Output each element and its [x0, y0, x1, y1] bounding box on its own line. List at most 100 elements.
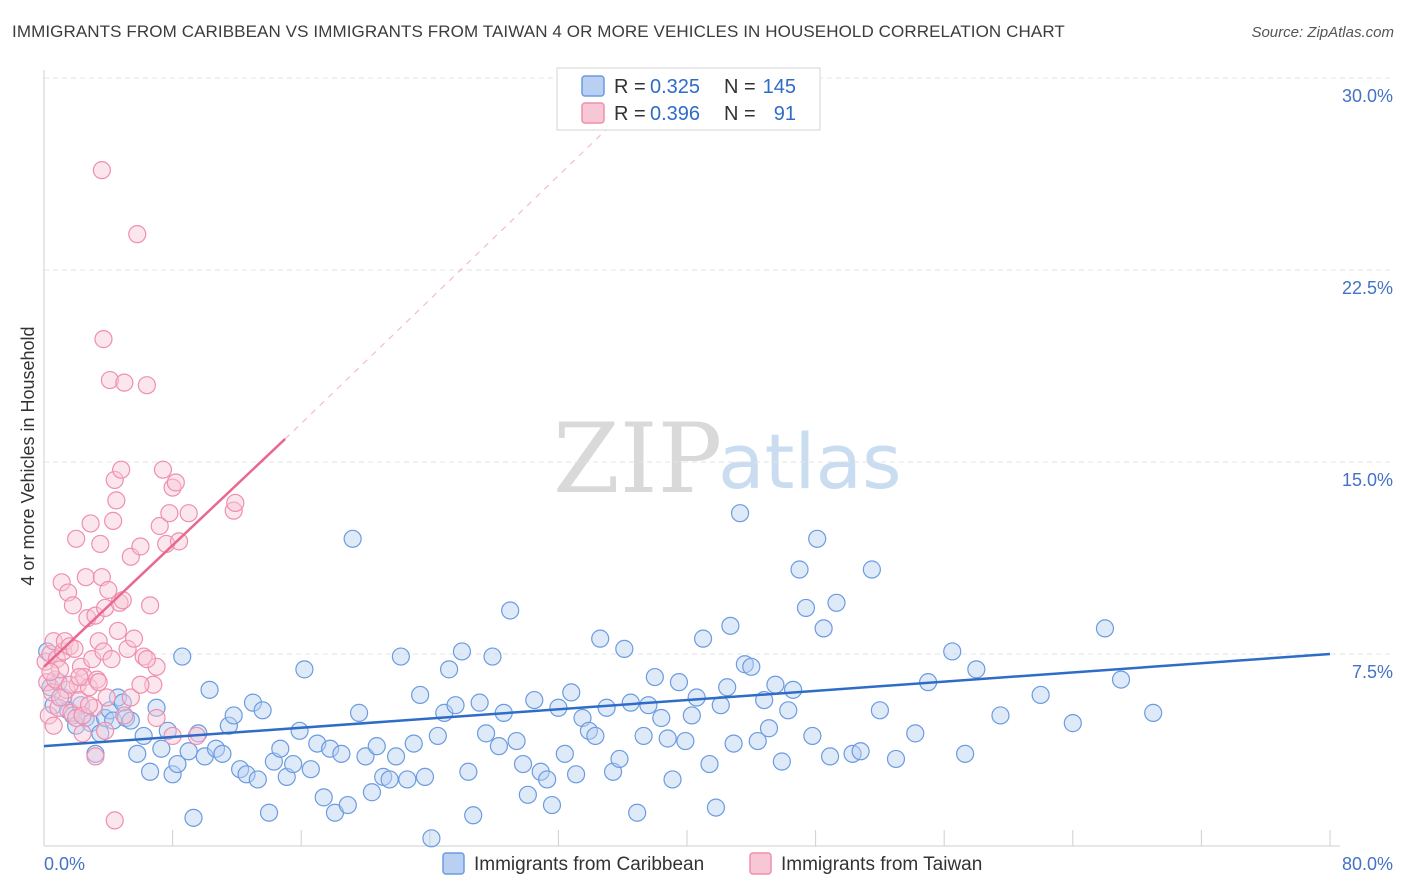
- caribbean-point-57: [343, 529, 362, 548]
- y-tick-labels: 7.5% 15.0% 22.5% 30.0%: [1342, 86, 1393, 682]
- taiwan-point-81: [95, 721, 115, 740]
- caribbean-point-134: [808, 529, 827, 548]
- caribbean-point-49: [295, 660, 314, 679]
- caribbean-point-104: [628, 803, 647, 822]
- caribbean-point-101: [610, 749, 629, 769]
- caribbean-point-139: [862, 560, 881, 579]
- caribbean-point-94: [566, 765, 586, 784]
- caribbean-point-48: [290, 721, 309, 740]
- caribbean-point-40: [243, 693, 263, 712]
- caribbean-point-58: [349, 703, 369, 722]
- caribbean-point-151: [906, 724, 925, 743]
- taiwan-point-23: [73, 724, 92, 743]
- caribbean-point-121: [730, 504, 750, 523]
- caribbean-point-148: [721, 616, 740, 635]
- caribbean-point-81: [489, 737, 509, 756]
- taiwan-point-52: [124, 629, 144, 648]
- caribbean-point-28: [173, 647, 192, 666]
- caribbean-point-131: [790, 560, 809, 579]
- y-tick-label-0: 7.5%: [1352, 662, 1393, 682]
- caribbean-point-24: [152, 739, 171, 758]
- caribbean-point-135: [814, 619, 833, 638]
- taiwan-point-90: [70, 667, 89, 687]
- source-credit: Source: ZipAtlas.com: [1251, 24, 1394, 41]
- caribbean-point-20: [128, 744, 147, 763]
- caribbean-point-56: [338, 795, 357, 815]
- taiwan-point-73: [44, 716, 63, 735]
- caribbean-point-25: [158, 721, 177, 740]
- taiwan-point-57: [140, 596, 160, 615]
- taiwan-point-55: [134, 647, 153, 666]
- caribbean-point-114: [687, 688, 706, 707]
- legend-swatch-taiwan: [581, 102, 605, 124]
- caribbean-point-137: [827, 593, 846, 612]
- taiwan-point-84: [121, 688, 140, 707]
- legend-n-label-taiwan: N =: [724, 103, 756, 125]
- taiwan-point-12: [55, 632, 74, 651]
- caribbean-point-22: [140, 762, 160, 781]
- caribbean-point-33: [200, 680, 219, 699]
- taiwan-point-66: [169, 532, 189, 551]
- taiwan-point-85: [131, 675, 150, 694]
- caribbean-point-92: [555, 744, 574, 763]
- bottom-legend-label-caribbean: Immigrants from Caribbean: [474, 854, 704, 875]
- caribbean-point-71: [428, 726, 447, 746]
- caribbean-point-59: [356, 747, 375, 766]
- caribbean-point-61: [367, 737, 386, 756]
- x-tick-label-max: 80.0%: [1342, 854, 1393, 874]
- caribbean-point-126: [759, 719, 779, 738]
- legend-n-value-taiwan: 91: [774, 103, 796, 125]
- taiwan-point-78: [79, 696, 99, 715]
- caribbean-point-63: [380, 770, 399, 789]
- caribbean-point-35: [213, 744, 232, 763]
- taiwan-point-63: [160, 504, 179, 523]
- caribbean-point-37: [224, 706, 243, 725]
- taiwan-point-19: [67, 529, 86, 548]
- caribbean-point-45: [271, 739, 290, 758]
- taiwan-point-60: [150, 516, 169, 536]
- caribbean-point-86: [518, 785, 537, 804]
- trend-line-taiwan-extension: [284, 128, 608, 440]
- legend-r-label-taiwan: R =: [614, 103, 646, 125]
- caribbean-point-85: [513, 754, 533, 774]
- taiwan-point-40: [100, 370, 120, 390]
- taiwan-point-67: [179, 504, 198, 523]
- caribbean-point-123: [742, 657, 761, 676]
- caribbean-point-36: [219, 716, 238, 735]
- taiwan-point-64: [163, 478, 182, 497]
- caribbean-point-142: [943, 642, 962, 661]
- bottom-legend-swatch-taiwan: [749, 852, 772, 875]
- caribbean-point-150: [870, 701, 890, 720]
- caribbean-point-55: [332, 744, 351, 763]
- taiwan-point-68: [224, 501, 243, 520]
- series-caribbean-points: [38, 504, 1163, 848]
- taiwan-point-15: [60, 637, 79, 656]
- caribbean-point-68: [411, 685, 430, 705]
- caribbean-point-112: [676, 731, 695, 751]
- series-taiwan-points: [36, 161, 245, 830]
- caribbean-point-74: [446, 696, 465, 715]
- caribbean-point-79: [476, 724, 496, 743]
- caribbean-point-27: [168, 754, 187, 774]
- taiwan-point-33: [89, 632, 108, 651]
- taiwan-point-79: [86, 747, 105, 766]
- taiwan-point-77: [73, 706, 92, 725]
- caribbean-point-136: [820, 747, 840, 766]
- caribbean-point-149: [851, 742, 870, 761]
- legend-r-value-taiwan: 0.396: [650, 103, 700, 125]
- trend-line-caribbean: [43, 652, 1331, 748]
- caribbean-point-124: [748, 731, 767, 751]
- legend-n-label-caribbean: N =: [724, 76, 756, 98]
- taiwan-point-61: [153, 460, 173, 479]
- taiwan-point-54: [131, 537, 150, 556]
- caribbean-point-140: [886, 749, 906, 769]
- caribbean-point-144: [1031, 685, 1050, 705]
- taiwan-point-65: [166, 473, 185, 492]
- caribbean-point-116: [700, 754, 719, 774]
- caribbean-point-26: [163, 765, 182, 784]
- taiwan-point-87: [147, 708, 166, 728]
- legend-n-value-caribbean: 145: [763, 76, 796, 98]
- caribbean-point-89: [538, 770, 557, 789]
- taiwan-point-75: [60, 675, 79, 694]
- caribbean-point-119: [718, 678, 737, 697]
